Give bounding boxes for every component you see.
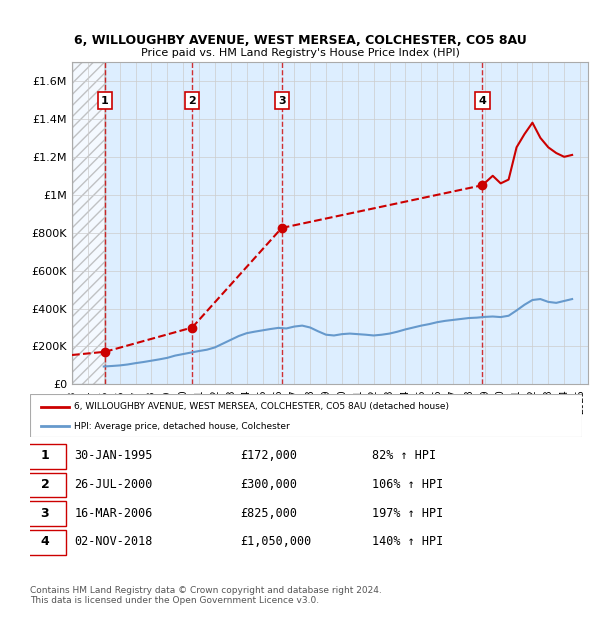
Text: 2: 2	[188, 95, 196, 105]
Text: 82% ↑ HPI: 82% ↑ HPI	[372, 450, 436, 463]
Bar	[72, 62, 105, 384]
Text: 1: 1	[41, 450, 49, 463]
FancyBboxPatch shape	[25, 530, 66, 555]
Text: £172,000: £172,000	[240, 450, 297, 463]
Text: 1: 1	[101, 95, 109, 105]
Text: Contains HM Land Registry data © Crown copyright and database right 2024.
This d: Contains HM Land Registry data © Crown c…	[30, 586, 382, 605]
Text: 3: 3	[278, 95, 286, 105]
Text: 3: 3	[41, 507, 49, 520]
FancyBboxPatch shape	[30, 394, 582, 437]
Text: 6, WILLOUGHBY AVENUE, WEST MERSEA, COLCHESTER, CO5 8AU (detached house): 6, WILLOUGHBY AVENUE, WEST MERSEA, COLCH…	[74, 402, 449, 411]
Text: 4: 4	[41, 535, 49, 548]
Text: 16-MAR-2006: 16-MAR-2006	[74, 507, 152, 520]
Text: £300,000: £300,000	[240, 478, 297, 491]
Text: 4: 4	[478, 95, 486, 105]
FancyBboxPatch shape	[25, 472, 66, 497]
FancyBboxPatch shape	[25, 444, 66, 469]
Text: 140% ↑ HPI: 140% ↑ HPI	[372, 535, 443, 548]
Text: 106% ↑ HPI: 106% ↑ HPI	[372, 478, 443, 491]
Text: 02-NOV-2018: 02-NOV-2018	[74, 535, 152, 548]
Text: 30-JAN-1995: 30-JAN-1995	[74, 450, 152, 463]
Text: £825,000: £825,000	[240, 507, 297, 520]
Text: Price paid vs. HM Land Registry's House Price Index (HPI): Price paid vs. HM Land Registry's House …	[140, 48, 460, 58]
Text: 6, WILLOUGHBY AVENUE, WEST MERSEA, COLCHESTER, CO5 8AU: 6, WILLOUGHBY AVENUE, WEST MERSEA, COLCH…	[74, 34, 526, 46]
Text: £1,050,000: £1,050,000	[240, 535, 311, 548]
Text: 26-JUL-2000: 26-JUL-2000	[74, 478, 152, 491]
Text: 2: 2	[41, 478, 49, 491]
FancyBboxPatch shape	[25, 502, 66, 526]
Text: HPI: Average price, detached house, Colchester: HPI: Average price, detached house, Colc…	[74, 422, 290, 431]
Text: 197% ↑ HPI: 197% ↑ HPI	[372, 507, 443, 520]
